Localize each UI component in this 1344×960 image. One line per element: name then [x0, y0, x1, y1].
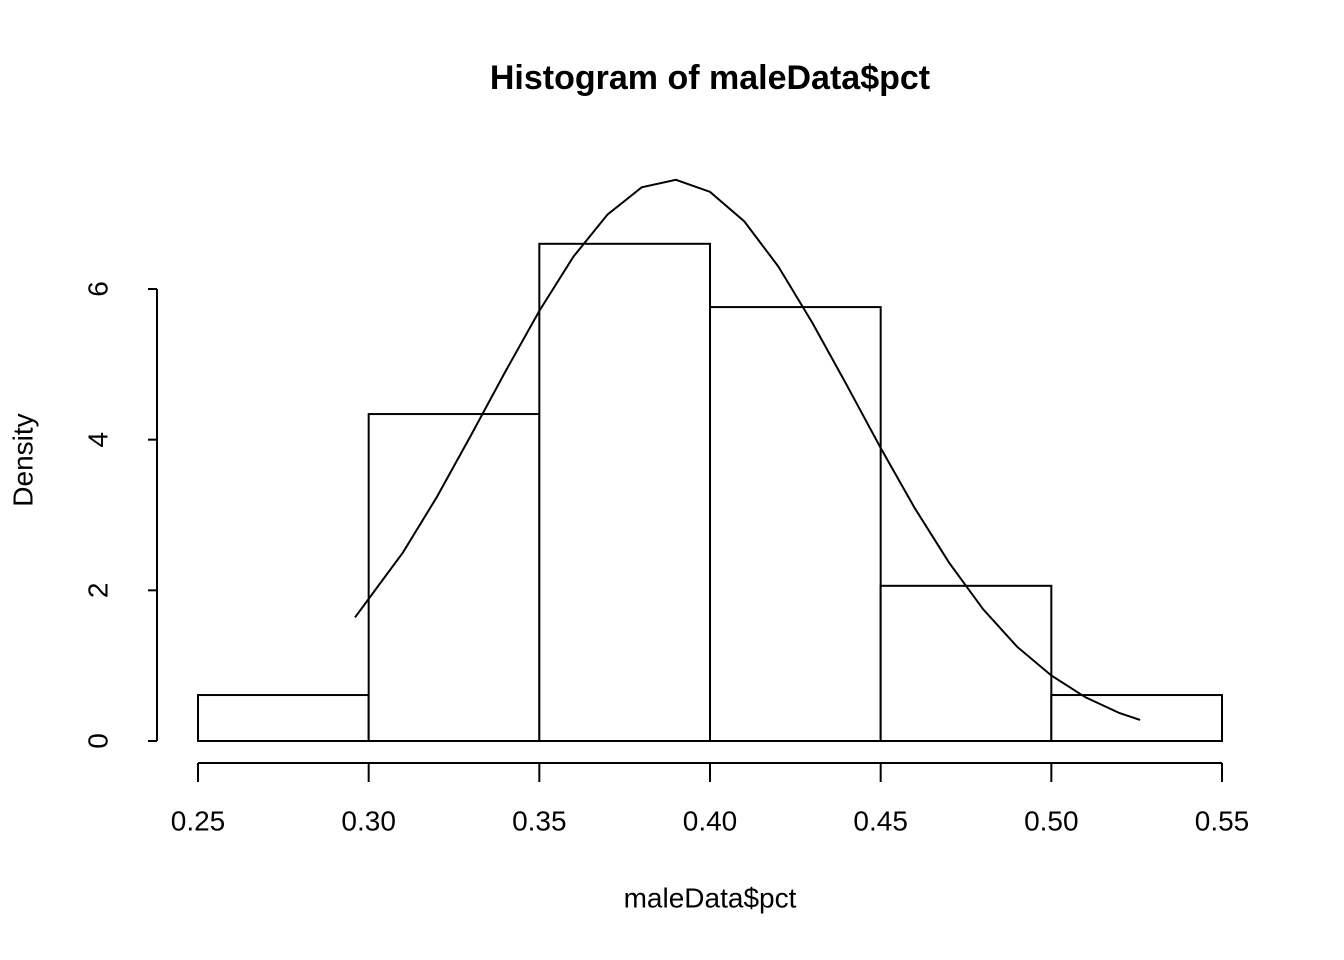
- x-tick-label: 0.35: [512, 805, 567, 836]
- bar: [538, 242, 711, 743]
- chart-title: Histogram of maleData$pct: [490, 59, 930, 97]
- bar: [367, 413, 541, 742]
- y-tick-label: 6: [82, 281, 113, 297]
- x-tick-label: 0.45: [853, 805, 908, 836]
- density-curve: [354, 178, 1141, 721]
- x-tick-label: 0.50: [1024, 805, 1079, 836]
- x-tick-label: 0.25: [171, 805, 226, 836]
- y-axis-label: Density: [7, 413, 38, 506]
- bar: [879, 584, 1053, 743]
- y-tick-label: 4: [82, 432, 113, 448]
- bar: [709, 306, 882, 742]
- x-tick-label: 0.40: [683, 805, 738, 836]
- y-tick-label: 2: [82, 583, 113, 599]
- bar: [197, 694, 370, 743]
- x-tick-label: 0.30: [341, 805, 396, 836]
- x-tick-label: 0.55: [1195, 805, 1250, 836]
- y-tick-label: 0: [82, 733, 113, 749]
- x-axis-label: maleData$pct: [624, 882, 797, 913]
